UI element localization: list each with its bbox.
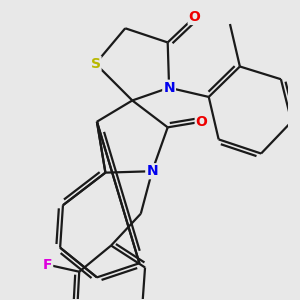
Text: N: N: [146, 164, 158, 178]
Text: O: O: [189, 10, 200, 24]
Text: N: N: [163, 81, 175, 95]
Text: F: F: [43, 258, 52, 272]
Text: O: O: [196, 115, 208, 129]
Text: S: S: [91, 57, 100, 71]
